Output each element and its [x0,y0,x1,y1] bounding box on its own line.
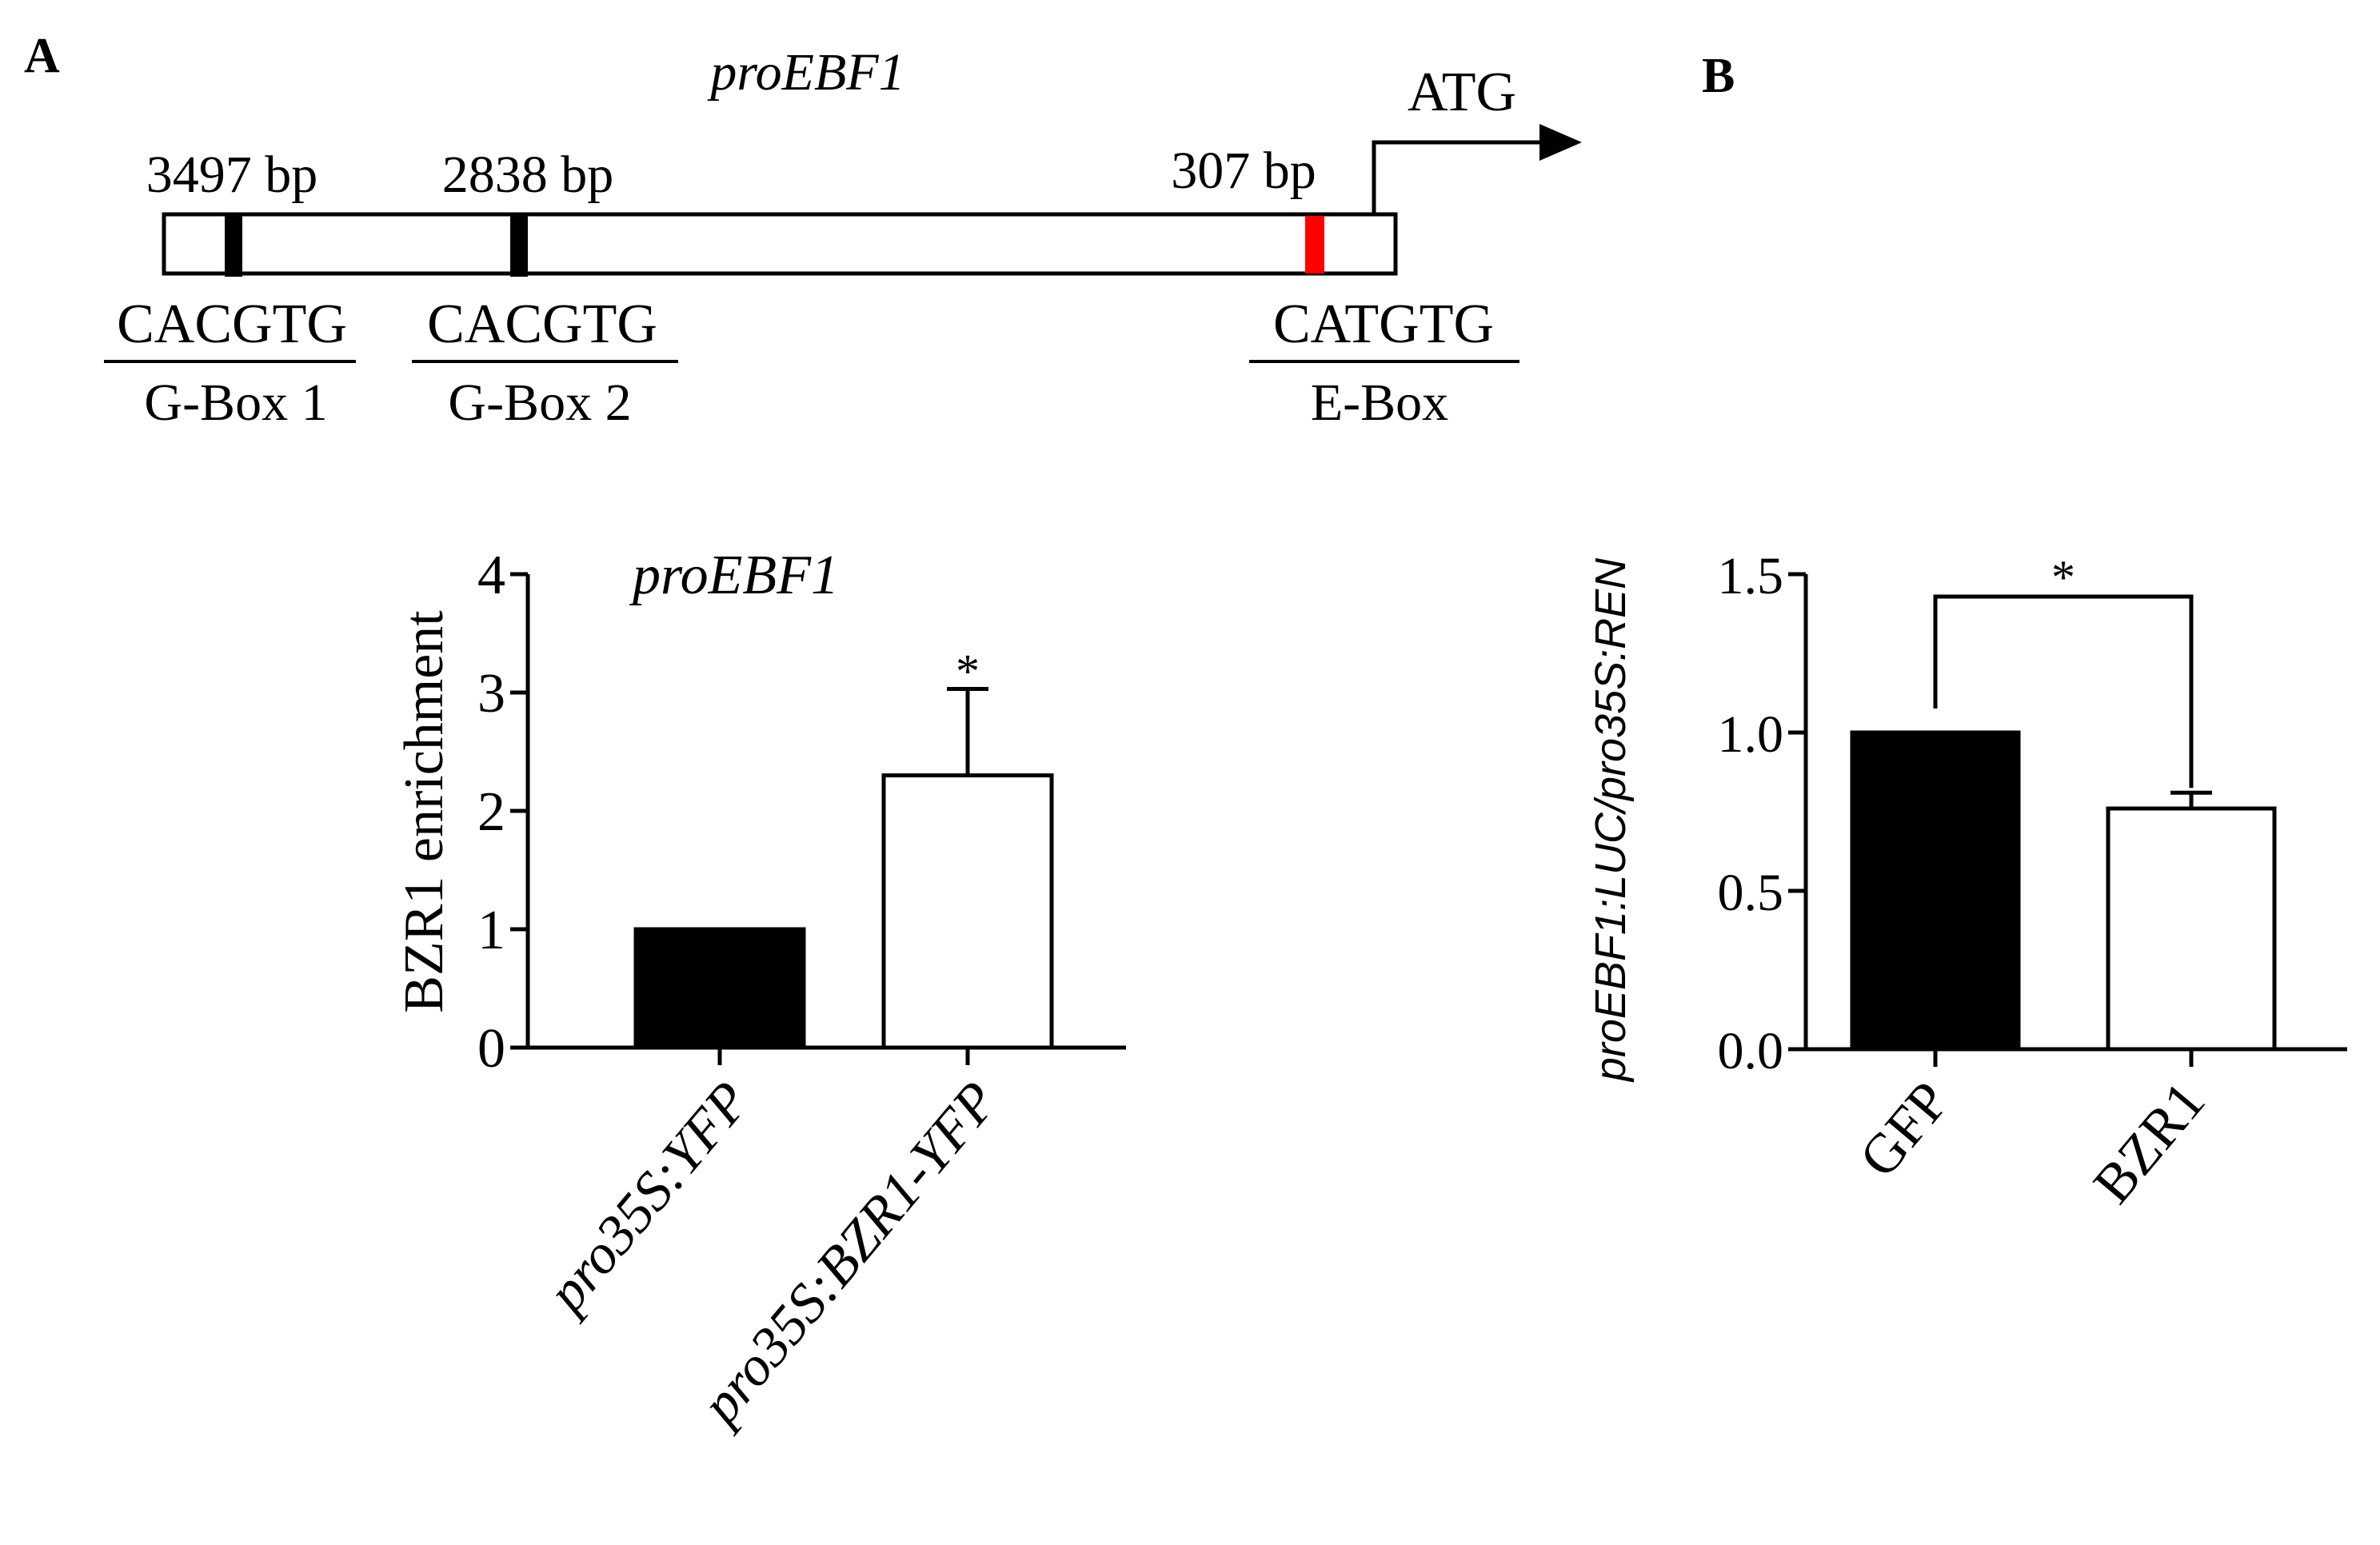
chart-a-title: proEBF1 [629,545,839,606]
g-box-2-sequence: CACGTG [427,293,657,355]
tss-arrow-head [1539,124,1582,161]
e-box-position: 307 bp [1171,142,1316,200]
g-box-1-sequence: CACGTG [117,293,347,355]
g-box-2-name: G-Box 2 [448,373,631,432]
chart-b-category-label-1: GFP [1848,1071,1962,1189]
g-box-1-marker [225,213,242,277]
chart-a-bar-1 [633,927,806,1050]
chart-b-significance-marker: * [2051,551,2075,604]
chart-b-bar-2 [2106,806,2277,1052]
chart-bzr1-enrichment: BZR1 enrichment proEBF1 01234pro35S:YFPp… [393,545,1126,1438]
e-box-name: E-Box [1311,373,1448,432]
chart-a-category-label-1: pro35S:YFP [533,1071,762,1326]
chart-a-y-tick-label: 4 [477,545,505,606]
promoter-diagram: proEBF1 3497 bp 2838 bp 307 bp CACGTG CA… [104,43,1582,432]
panel-b-label: B [1702,49,1735,103]
promoter-title: proEBF1 [707,43,904,102]
g-box-1-position: 3497 bp [146,146,318,204]
chart-a-y-tick-label: 3 [477,663,505,725]
chart-a-y-label: BZR1 enrichment [393,610,455,1013]
chart-b-y-tick-label: 0.5 [1718,864,1784,922]
e-box-marker [1305,216,1324,273]
chart-b-y-tick-label: 0.0 [1718,1022,1784,1080]
chart-b-y-label: proEBF1:LUC/pro35S:REN [1587,557,1635,1083]
chart-a-significance-marker: * [956,645,980,698]
chart-a-y-tick-label: 1 [477,900,505,961]
g-box-1-name: G-Box 1 [144,373,327,432]
g-box-2-marker [510,213,528,277]
e-box-sequence: CATGTG [1273,293,1494,355]
chart-a-bar-2 [881,773,1054,1050]
promoter-bar [162,212,1398,276]
start-codon-label: ATG [1408,62,1516,123]
chart-a-y-tick-label: 0 [477,1018,505,1080]
chart-b-y-tick-label: 1.5 [1718,547,1784,605]
panel-a-label: A [24,29,60,83]
chart-b-significance-bracket [1933,594,2194,788]
chart-luc-ren-ratio: proEBF1:LUC/pro35S:REN 0.0 0.5 1.0 1.5 GFP BZ… [1587,547,2347,1215]
chart-b-y-tick-label: 1.0 [1718,705,1784,764]
g-box-2-position: 2838 bp [442,146,614,204]
chart-b-category-label-2: BZR1 [2082,1071,2217,1216]
chart-a-y-tick-label: 2 [477,781,505,843]
chart-b-bar-1 [1850,730,2021,1052]
tss-arrow-line [1372,140,1542,214]
